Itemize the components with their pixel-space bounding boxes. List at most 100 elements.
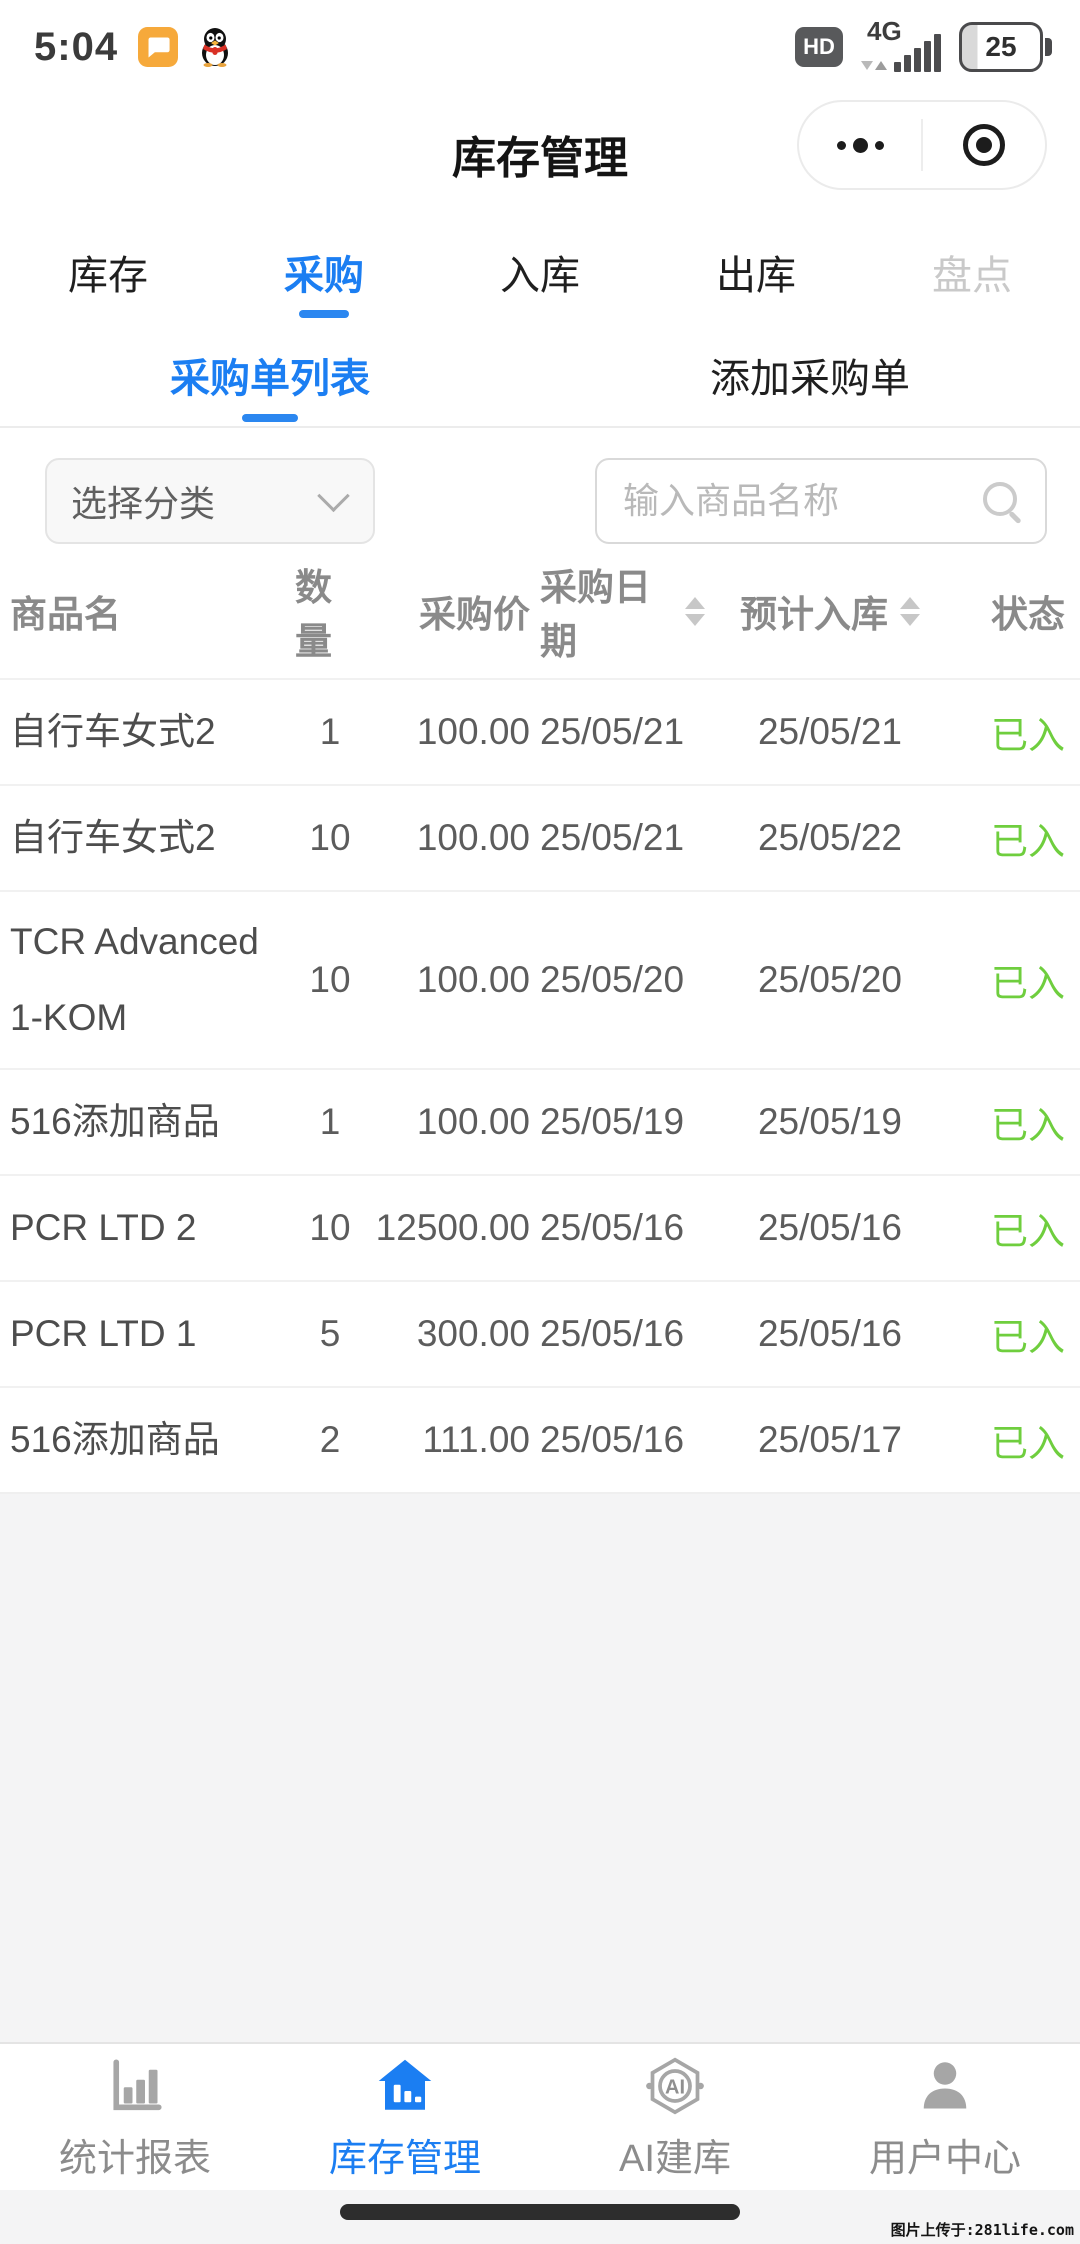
purchase-table: 商品名 数量 采购价 采购日期 预计入库 状态 自行车女式2 1 100.00 … <box>0 544 1080 1494</box>
cell-expected-inbound: 25/05/17 <box>757 1418 903 1460</box>
status-badge: 已入 <box>991 1316 1065 1358</box>
main-tab-label: 盘点 <box>932 254 1012 298</box>
main-tab[interactable]: 采购 <box>216 220 432 324</box>
hd-volte-icon: HD <box>795 27 843 67</box>
cell-purchase-date: 25/05/19 <box>540 1100 685 1142</box>
clock: 5:04 <box>34 24 119 69</box>
bottom-tab-bar: 统计报表 库存管理 AI AI建库 用户中心 <box>0 2042 1080 2190</box>
more-dots-icon <box>836 140 846 150</box>
main-tab[interactable]: 盘点 <box>864 220 1080 324</box>
main-tab-label: 入库 <box>500 254 580 298</box>
table-row[interactable]: 516添加商品 1 100.00 25/05/19 25/05/19 已入 <box>0 1067 1080 1174</box>
main-tab-label: 库存 <box>68 254 148 298</box>
cell-purchase-price: 100.00 <box>416 1100 530 1142</box>
cell-product-name: PCR LTD 1 <box>10 1312 197 1354</box>
cell-product-name: 自行车女式2 <box>10 817 216 859</box>
cellular-signal-icon: 4G <box>861 16 941 74</box>
cell-product-name: 516添加商品 <box>10 1100 220 1142</box>
cell-quantity: 2 <box>319 1418 341 1460</box>
tabbar-item-ai[interactable]: AI AI建库 <box>540 2044 810 2190</box>
more-button[interactable] <box>799 102 921 188</box>
home-indicator[interactable] <box>340 2204 740 2220</box>
cell-purchase-date: 25/05/16 <box>540 1418 685 1460</box>
main-tab-label: 采购 <box>284 254 364 298</box>
cell-quantity: 10 <box>309 958 351 1000</box>
cell-purchase-price: 100.00 <box>416 817 530 858</box>
message-app-icon <box>138 27 179 67</box>
ai-chip-icon: AI <box>642 2053 708 2119</box>
cell-expected-inbound: 25/05/16 <box>757 1206 903 1248</box>
filter-row: 选择分类 <box>45 458 1047 544</box>
cell-quantity: 5 <box>319 1312 341 1354</box>
battery-icon: 25 <box>959 22 1052 72</box>
category-select[interactable]: 选择分类 <box>45 458 375 544</box>
cell-purchase-date: 25/05/16 <box>540 1206 685 1248</box>
tabbar-item-inventory[interactable]: 库存管理 <box>270 2044 540 2190</box>
col-header-date[interactable]: 采购日期 <box>530 557 705 665</box>
table-row[interactable]: PCR LTD 1 5 300.00 25/05/16 25/05/16 已入 <box>0 1279 1080 1386</box>
signal-bars-icon <box>894 34 941 72</box>
sub-tab-bar: 采购单列表 添加采购单 <box>0 324 1080 426</box>
table-header-row: 商品名 数量 采购价 采购日期 预计入库 状态 <box>0 544 1080 678</box>
col-header-price: 采购价 <box>419 594 530 635</box>
cell-purchase-date: 25/05/21 <box>540 711 685 752</box>
data-activity-icon <box>861 61 887 70</box>
tabbar-item-user[interactable]: 用户中心 <box>810 2044 1080 2190</box>
capsule-divider <box>921 119 923 171</box>
home-icon <box>372 2053 438 2119</box>
status-badge: 已入 <box>991 1210 1065 1252</box>
miniprogram-capsule <box>797 100 1047 190</box>
tabbar-label: 统计报表 <box>58 2137 211 2180</box>
col-header-expected[interactable]: 预计入库 <box>705 584 955 638</box>
table-row[interactable]: PCR LTD 2 10 12500.00 25/05/16 25/05/16 … <box>0 1173 1080 1280</box>
page-title: 库存管理 <box>452 134 628 183</box>
search-box <box>595 458 1047 544</box>
col-header-qty: 数量 <box>295 567 332 662</box>
sub-tab-label: 采购单列表 <box>170 357 370 401</box>
main-tab-bar: 库存 采购 入库 出库 盘点 <box>0 220 1080 324</box>
cell-purchase-price: 100.00 <box>416 711 530 752</box>
cell-expected-inbound: 25/05/20 <box>757 958 903 1000</box>
search-icon[interactable] <box>981 480 1023 522</box>
table-row[interactable]: 自行车女式2 10 100.00 25/05/21 25/05/22 已入 <box>0 784 1080 890</box>
status-bar: 5:04 <box>0 0 1080 88</box>
category-select-value: 选择分类 <box>71 483 216 524</box>
bottom-strip: 图片上传于:281life.com <box>0 2190 1080 2244</box>
watermark-text: 图片上传于:281life.com <box>890 2221 1074 2239</box>
search-input[interactable] <box>621 479 981 523</box>
empty-area <box>0 1493 1080 2042</box>
cell-product-name: 自行车女式2 <box>10 711 216 753</box>
main-tab[interactable]: 库存 <box>0 220 216 324</box>
tab-add-purchase[interactable]: 添加采购单 <box>540 324 1080 426</box>
cell-product-name: TCR Advanced 1-KOM <box>10 921 259 1038</box>
nav-header: 库存管理 <box>0 88 1080 220</box>
cell-purchase-date: 25/05/20 <box>540 958 685 1000</box>
main-tab-label: 出库 <box>716 254 796 298</box>
cell-purchase-date: 25/05/21 <box>540 817 685 858</box>
main-tab[interactable]: 入库 <box>432 220 648 324</box>
sort-icon[interactable] <box>900 596 920 626</box>
cell-expected-inbound: 25/05/19 <box>757 1100 903 1142</box>
table-row[interactable]: 自行车女式2 1 100.00 25/05/21 25/05/21 已入 <box>0 678 1080 784</box>
target-circle-icon <box>963 124 1005 166</box>
bar-chart-icon <box>102 2053 168 2119</box>
col-header-name: 商品名 <box>10 594 121 635</box>
tabbar-item-reports[interactable]: 统计报表 <box>0 2044 270 2190</box>
cell-purchase-price: 300.00 <box>416 1312 530 1354</box>
sort-icon[interactable] <box>685 596 705 626</box>
battery-level: 25 <box>959 22 1043 72</box>
cell-purchase-price: 12500.00 <box>375 1206 530 1248</box>
status-badge: 已入 <box>991 1422 1065 1464</box>
table-row[interactable]: 516添加商品 2 111.00 25/05/16 25/05/17 已入 <box>0 1385 1080 1492</box>
cell-product-name: PCR LTD 2 <box>10 1206 197 1248</box>
close-minimize-button[interactable] <box>923 102 1045 188</box>
cell-purchase-price: 111.00 <box>422 1418 530 1460</box>
col-header-status: 状态 <box>991 594 1065 635</box>
network-type-label: 4G <box>867 16 902 46</box>
table-row[interactable]: TCR Advanced 1-KOM 10 100.00 25/05/20 25… <box>0 890 1080 1068</box>
tabbar-label: AI建库 <box>619 2137 731 2180</box>
tab-purchase-list[interactable]: 采购单列表 <box>0 324 540 426</box>
cell-expected-inbound: 25/05/21 <box>757 711 903 752</box>
chevron-down-icon <box>317 479 350 512</box>
main-tab[interactable]: 出库 <box>648 220 864 324</box>
